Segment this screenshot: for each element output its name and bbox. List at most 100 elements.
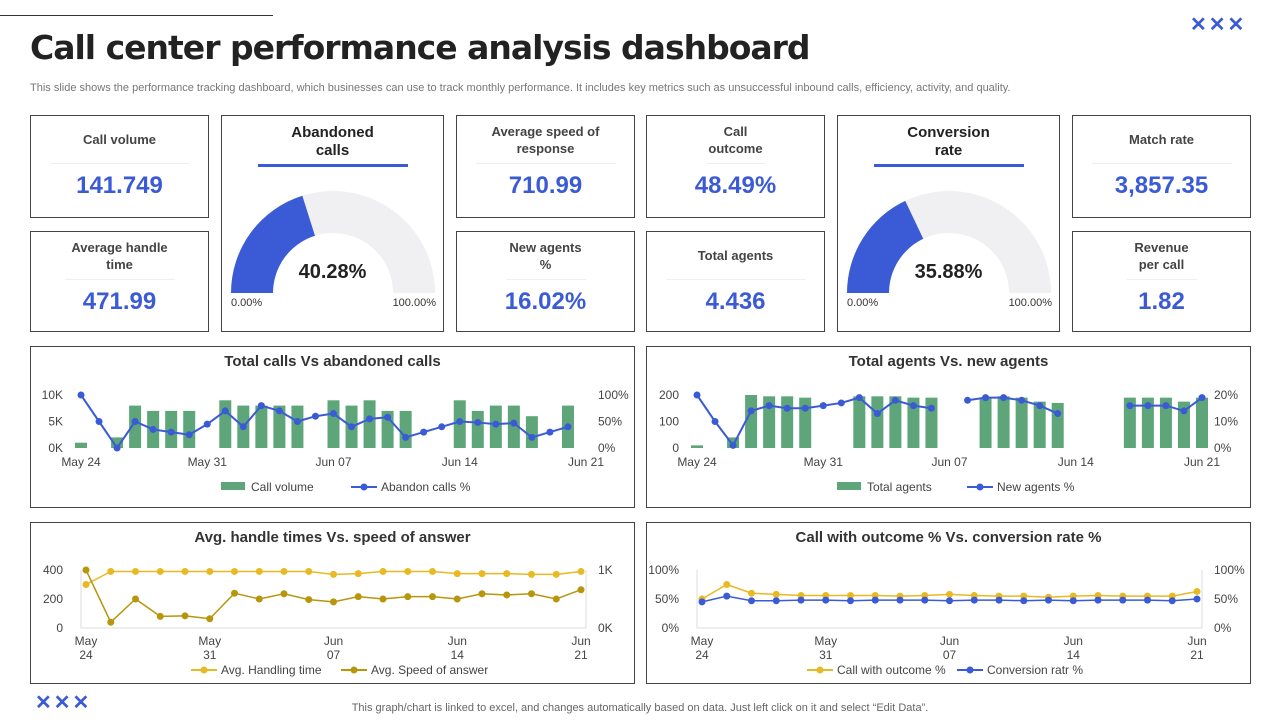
bar bbox=[925, 397, 938, 448]
data-point bbox=[478, 570, 486, 578]
legend-swatch bbox=[816, 666, 824, 674]
kpi-label: Call outcome bbox=[705, 116, 766, 164]
data-point bbox=[453, 570, 461, 578]
chart-svg: 0K 5K 10K 0% 50% 100% May 24 May 31 Jun 07 Jun 14… bbox=[42, 388, 629, 494]
data-point bbox=[181, 567, 189, 575]
data-point bbox=[528, 590, 535, 598]
x-tick: 21 bbox=[574, 648, 588, 662]
data-point bbox=[330, 570, 337, 578]
x-tick: Jun bbox=[448, 634, 467, 648]
kpi-label: Match rate bbox=[1091, 116, 1232, 164]
data-point bbox=[946, 597, 953, 605]
gauge-fill bbox=[231, 195, 315, 293]
gauge-fill bbox=[847, 200, 924, 293]
bar bbox=[763, 396, 776, 448]
y-tick-right: 100% bbox=[1214, 563, 1245, 577]
x-tick: 31 bbox=[203, 648, 217, 662]
data-point bbox=[82, 581, 90, 588]
gauge-chart bbox=[231, 191, 435, 293]
chart-title: Total calls Vs abandoned calls bbox=[224, 353, 441, 370]
data-point bbox=[384, 413, 392, 421]
bar bbox=[525, 416, 538, 448]
chart-svg: 02004000K1KMay24May31Jun07Jun14Jun21Avg.… bbox=[43, 563, 613, 677]
data-point bbox=[723, 592, 731, 600]
data-point bbox=[772, 597, 780, 605]
y-tick-left: 10K bbox=[42, 388, 63, 402]
bar bbox=[291, 405, 304, 448]
gauge-underline bbox=[257, 164, 408, 167]
data-point bbox=[723, 581, 731, 588]
data-point bbox=[546, 428, 554, 436]
data-point bbox=[847, 597, 854, 605]
data-point bbox=[107, 567, 115, 575]
bar bbox=[1177, 401, 1190, 448]
x-tick: 07 bbox=[943, 648, 957, 662]
data-point bbox=[420, 428, 428, 436]
x-tick: May bbox=[814, 634, 837, 648]
bar bbox=[889, 396, 902, 448]
gauge-abandoned-calls: Abandoned calls 40.28% 0.00% 100.00% bbox=[221, 115, 444, 332]
data-point bbox=[1162, 402, 1170, 410]
kpi-avg-speed: Average speed of response 710.99 bbox=[456, 115, 635, 218]
data-point bbox=[185, 431, 193, 439]
data-point bbox=[1018, 396, 1026, 404]
y-tick-left: 0% bbox=[662, 621, 680, 635]
x-tick: May bbox=[198, 634, 221, 648]
bar bbox=[1123, 397, 1136, 448]
data-point bbox=[95, 418, 103, 425]
kpi-value: 710.99 bbox=[508, 172, 583, 199]
data-point bbox=[453, 595, 461, 603]
data-point bbox=[819, 402, 827, 410]
data-point bbox=[330, 598, 337, 606]
data-point bbox=[379, 595, 387, 603]
chart-svg: 0 100 200 0% 10% 20% May 24 May 31 Jun 07 Jun 14 J… bbox=[659, 388, 1238, 494]
x-tick: Jun 07 bbox=[315, 455, 351, 469]
legend-label: Abandon calls % bbox=[381, 480, 471, 494]
data-point bbox=[1168, 597, 1176, 605]
chart-title: Avg. handle times Vs. speed of answer bbox=[194, 529, 471, 546]
bar bbox=[1015, 397, 1028, 448]
data-point bbox=[354, 593, 362, 601]
chart-outcome-vs-conversion: 0% 50% 100% 0% 50% 100% May 24 May 31 Jun 07 Jun 14 Ju… bbox=[646, 522, 1251, 684]
data-point bbox=[348, 423, 356, 431]
data-point bbox=[239, 423, 247, 431]
bar bbox=[183, 410, 196, 448]
data-point bbox=[1000, 394, 1008, 402]
data-point bbox=[747, 407, 755, 415]
kpi-call-volume: Call volume 141.749 bbox=[30, 115, 209, 218]
data-point bbox=[132, 595, 139, 603]
bar bbox=[979, 397, 992, 448]
x-tick: 24 bbox=[79, 648, 93, 662]
data-point bbox=[1180, 407, 1188, 415]
data-point bbox=[231, 567, 238, 575]
legend-swatch bbox=[350, 666, 358, 674]
data-point bbox=[305, 567, 313, 575]
data-point bbox=[1045, 596, 1052, 604]
legend-label: Call with outcome % bbox=[837, 663, 946, 677]
chart-handle-vs-speed: 0 200 400 0K 1K May 24 May 31 Jun 07 Jun 14 Jun 21 Avg.… bbox=[30, 522, 635, 684]
x-tick: Jun 07 bbox=[931, 455, 967, 469]
gauge-max: 100.00% bbox=[1008, 297, 1052, 309]
data-point bbox=[149, 425, 157, 433]
data-point bbox=[995, 596, 1003, 604]
data-point bbox=[221, 407, 229, 415]
data-point bbox=[1193, 587, 1201, 595]
data-point bbox=[1036, 402, 1044, 410]
data-point bbox=[305, 596, 313, 604]
data-point bbox=[982, 394, 990, 402]
data-point bbox=[156, 612, 164, 620]
data-point bbox=[255, 595, 263, 603]
data-point bbox=[1094, 596, 1102, 604]
data-point bbox=[404, 567, 412, 575]
legend-swatch bbox=[200, 666, 208, 674]
data-point bbox=[206, 615, 214, 623]
gauge-value: 35.88% bbox=[914, 261, 983, 283]
data-point bbox=[1119, 596, 1127, 604]
top-rule bbox=[0, 15, 273, 16]
y-tick-right: 0K bbox=[598, 621, 613, 635]
y-tick-left: 0 bbox=[672, 441, 679, 455]
x-tick: Jun bbox=[324, 634, 343, 648]
bar bbox=[111, 437, 124, 448]
bar bbox=[1033, 401, 1046, 448]
data-point bbox=[1144, 402, 1152, 410]
